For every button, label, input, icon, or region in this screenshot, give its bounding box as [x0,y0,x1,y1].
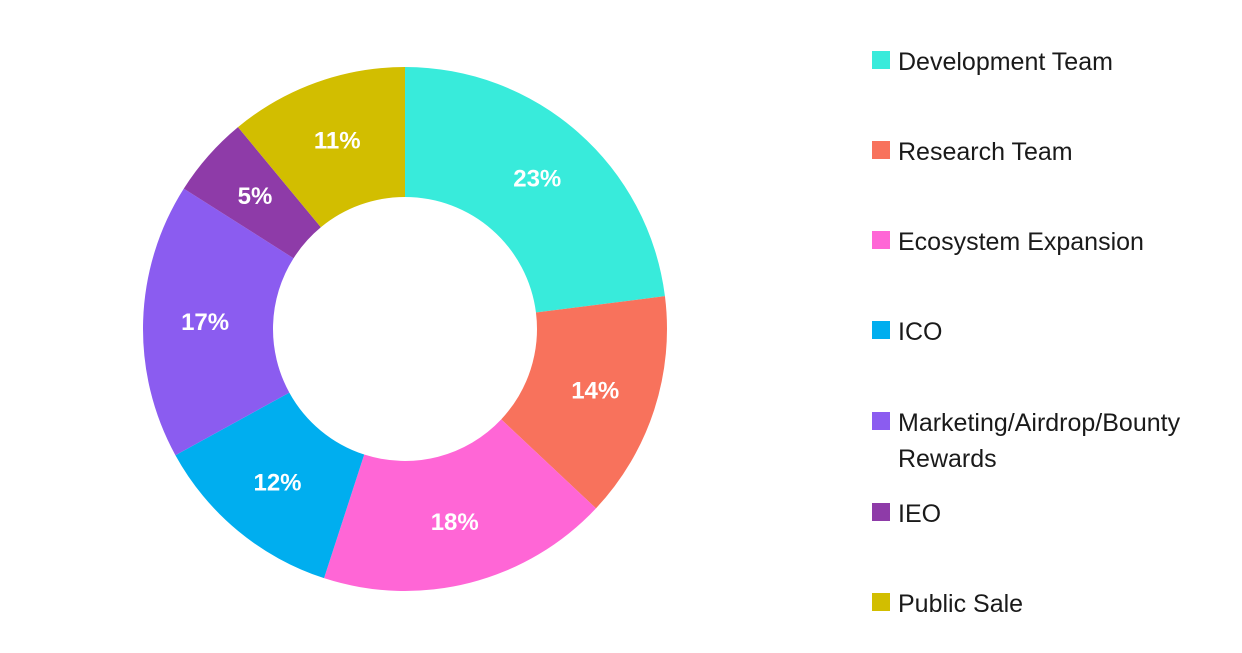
legend-label: Ecosystem Expansion [898,228,1144,256]
slice-marketing-airdrop-bounty-rewards [142,188,294,456]
legend-swatch [872,321,890,339]
legend-label: Marketing/Airdrop/Bounty Rewards [898,409,1181,473]
slice-ico [175,392,365,579]
legend: Development Team Research Team Ecosystem… [872,0,1238,653]
legend-item-development-team: Development Team [872,44,1238,80]
legend-item-research-team: Research Team [872,134,1238,170]
legend-label: Research Team [898,138,1073,166]
legend-swatch [872,412,890,430]
legend-label: ICO [898,318,943,346]
legend-swatch [872,141,890,159]
slice-labels: 23% 14% 18% 12% 17% 5% 11% [181,127,619,536]
legend-swatch [872,231,890,249]
slice-development-team [405,67,665,313]
legend-label: IEO [898,500,942,528]
legend-label: Public Sale [898,590,1024,618]
slice-research-team [501,296,668,509]
slice-label-ieo: 5% [238,183,273,210]
slice-label-ecosystem-expansion: 18% [431,509,479,536]
slices [142,67,668,591]
slice-label-development-team: 23% [513,165,561,192]
legend-swatch [872,51,890,69]
slice-label-research-team: 14% [571,377,619,404]
slice-label-marketing-airdrop-bounty-rewards: 17% [181,309,229,336]
legend-swatch [872,593,890,611]
slice-ecosystem-expansion [324,419,596,591]
slice-ieo [183,127,321,259]
legend-item-marketing-airdrop-bounty-rewards: Marketing/Airdrop/Bounty Rewards [872,405,1238,477]
legend-swatch [872,503,890,521]
legend-item-ico: ICO [872,314,1238,350]
legend-item-public-sale: Public Sale [872,586,1238,622]
slice-public-sale [237,67,405,228]
legend-label: Development Team [898,48,1113,76]
slice-label-ico: 12% [253,470,301,497]
legend-item-ieo: IEO [872,496,1238,532]
legend-item-ecosystem-expansion: Ecosystem Expansion [872,224,1238,260]
slice-label-public-sale: 11% [314,127,361,154]
